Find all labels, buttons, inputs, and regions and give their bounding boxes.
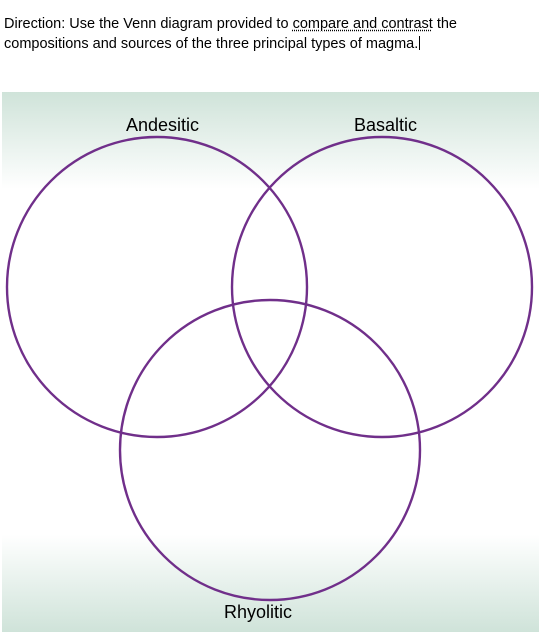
instruction-underlined: compare and contrast — [293, 16, 433, 32]
venn-diagram-container: Andesitic Basaltic Rhyolitic — [2, 92, 539, 632]
instruction-text: Direction: Use the Venn diagram provided… — [0, 0, 543, 55]
instruction-prefix: Direction: Use the Venn diagram provided… — [4, 16, 293, 32]
venn-svg — [2, 92, 539, 632]
venn-circle-basaltic — [232, 137, 532, 437]
label-andesitic: Andesitic — [126, 115, 199, 136]
venn-circle-rhyolitic — [120, 300, 420, 600]
instruction-suffix: . — [414, 36, 418, 52]
label-basaltic: Basaltic — [354, 115, 417, 136]
venn-circle-andesitic — [7, 137, 307, 437]
text-cursor — [419, 36, 420, 50]
label-rhyolitic: Rhyolitic — [224, 602, 292, 623]
